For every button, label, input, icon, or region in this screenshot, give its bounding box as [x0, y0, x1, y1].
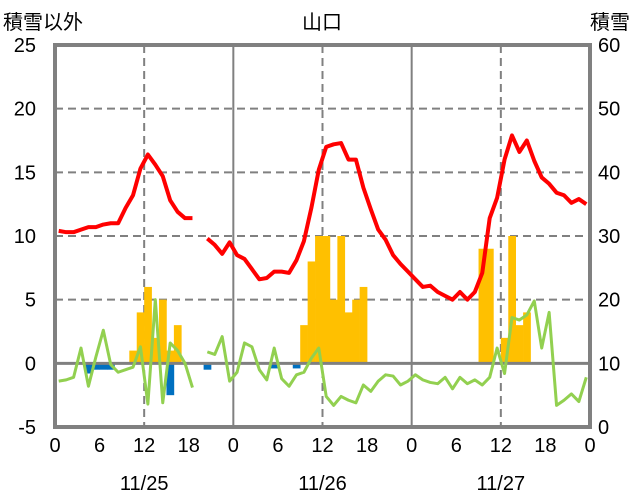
left-tick-label: 15 [14, 162, 36, 184]
snowfall-bar [307, 261, 316, 364]
x-tick-label: 6 [272, 435, 283, 457]
x-tick-label: 0 [228, 435, 239, 457]
negative-bar [166, 363, 175, 396]
chart-title: 山口 [302, 12, 342, 34]
negative-bar [99, 363, 108, 370]
snowfall-bar [329, 299, 338, 364]
x-tick-label: 12 [311, 435, 333, 457]
temperature-line [206, 133, 588, 302]
snowfall-bar [151, 337, 160, 364]
left-tick-label: 0 [25, 353, 36, 375]
negative-bar [84, 363, 93, 374]
right-tick-label: 60 [598, 35, 620, 57]
negative-bar [203, 363, 212, 370]
plot-border [53, 43, 592, 429]
left-axis-label: 積雪以外 [3, 12, 83, 34]
snowfall-bar [322, 236, 331, 364]
change-line [206, 299, 588, 407]
temperature-line [58, 152, 193, 235]
negative-bar [292, 363, 301, 369]
left-tick-label: 25 [14, 35, 36, 57]
x-tick-label: 6 [451, 435, 462, 457]
snowfall-bar [478, 248, 487, 364]
snowfall-bar [136, 312, 145, 364]
snowfall-bar [159, 299, 167, 364]
right-tick-label: 30 [598, 226, 620, 248]
snowfall-bar [300, 325, 308, 364]
day-label: 11/25 [120, 473, 169, 495]
left-tick-label: 20 [14, 99, 36, 121]
snowfall-bar [166, 350, 175, 364]
snowfall-bar [500, 337, 509, 364]
x-tick-label: 0 [49, 435, 60, 457]
snowfall-bar [129, 350, 138, 364]
day-label: 11/27 [477, 473, 526, 495]
day-label: 11/26 [298, 473, 347, 495]
right-tick-label: 10 [598, 353, 620, 375]
left-tick-label: 5 [25, 290, 36, 312]
right-axis-label: 積雪 [590, 12, 630, 34]
change-line [58, 298, 194, 406]
snowfall-bar [359, 286, 368, 364]
snowfall-bar [515, 325, 524, 364]
x-tick-label: 0 [406, 435, 417, 457]
left-tick-label: 10 [14, 226, 36, 248]
x-tick-label: 12 [490, 435, 512, 457]
snowfall-bar [352, 299, 360, 364]
x-tick-label: 18 [178, 435, 200, 457]
snowfall-bar [315, 236, 323, 364]
left-tick-label: -5 [18, 417, 36, 439]
right-tick-label: 0 [598, 417, 609, 439]
snowfall-bar [173, 325, 182, 364]
right-tick-label: 50 [598, 99, 620, 121]
x-tick-label: 18 [534, 435, 556, 457]
snowfall-bar [337, 236, 346, 364]
snowfall-bar [508, 236, 516, 364]
right-tick-label: 20 [598, 290, 620, 312]
x-tick-label: 0 [584, 435, 595, 457]
right-tick-label: 40 [598, 162, 620, 184]
snowfall-bar [344, 312, 353, 364]
x-tick-label: 6 [94, 435, 105, 457]
negative-bar [92, 363, 100, 370]
x-tick-label: 18 [356, 435, 378, 457]
negative-bar [270, 363, 279, 369]
x-tick-label: 12 [133, 435, 155, 457]
snowfall-bar [485, 248, 494, 364]
snowfall-bar [523, 312, 531, 364]
snowfall-bar [144, 286, 152, 364]
